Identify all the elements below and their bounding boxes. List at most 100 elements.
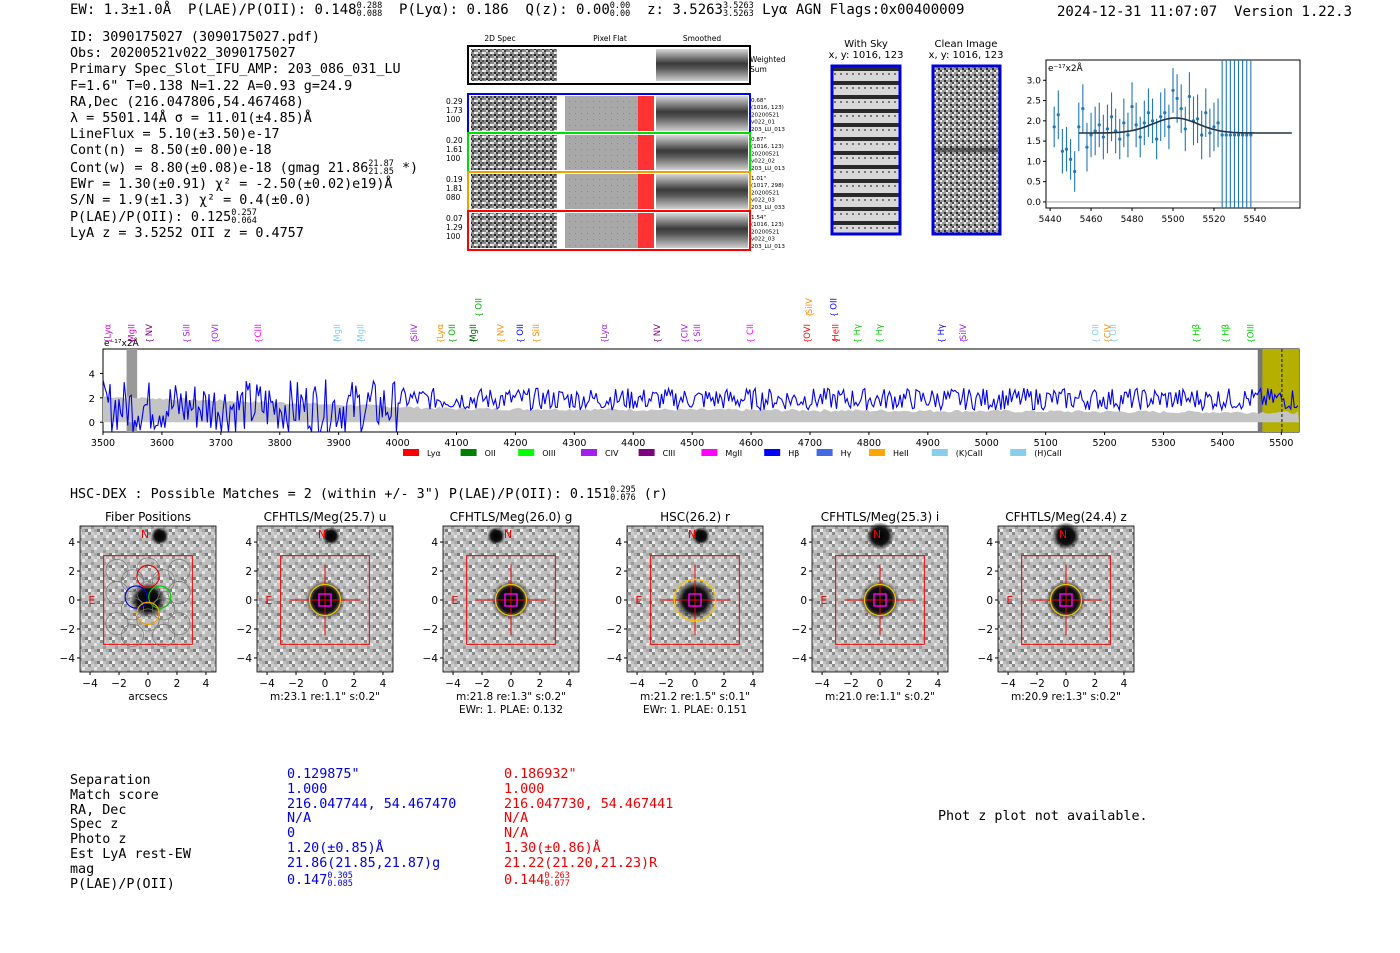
thumb-xtick-label: 0 (877, 678, 884, 690)
thumb-xtick-label: 0 (322, 678, 329, 690)
search-box (650, 555, 740, 645)
legend-swatch (816, 449, 833, 456)
label-mag: mag (70, 861, 95, 877)
thumb-ytick-label: 2 (431, 566, 438, 578)
weighted-sum-label: Weighted (750, 55, 786, 64)
col2-plae: 0.1440.263 0.077 (504, 870, 570, 889)
fiber-left-value: 1.73 (446, 106, 463, 115)
thumbnail-panel: Fiber Positions N E −4 −4 −2 −2 0 0 2 2 4 4 arcsecs (60, 510, 217, 703)
spectral-line-label: Hβ (1192, 324, 1202, 336)
target-marker (318, 593, 332, 607)
spectral-line-bracket: { (1092, 338, 1101, 343)
line-fit-point (1155, 137, 1159, 141)
thumb-xtick-label: 2 (1092, 678, 1099, 690)
spectrum-xtick-label: 4200 (503, 438, 527, 449)
line-fit-chart: e⁻¹⁷x2Å 0.0 0.5 1.0 1.5 2.0 2.5 3.0 5440 5460 54… (1027, 59, 1301, 225)
thumb-xtick-label: 2 (906, 678, 913, 690)
col2-separation: 0.186932" (504, 767, 577, 782)
fiber-right-value: (1016, 123) (751, 144, 784, 150)
line-fit-point (1200, 133, 1204, 137)
line-fit-point (1077, 125, 1081, 129)
thumb-xtick-label: −4 (445, 678, 461, 690)
spectral-line-label: Hγ (853, 324, 863, 335)
thumb-xtick-label: −4 (82, 678, 98, 690)
line-fit-point (1187, 94, 1191, 99)
spectral-line-bracket: { (1247, 338, 1256, 343)
thumbnail-caption-2: EWr: 1. PLAE: 0.132 (459, 704, 563, 716)
thumb-ytick-label: 2 (800, 566, 807, 578)
thumb-ytick-label: 4 (800, 537, 807, 549)
legend-label: HeII (893, 449, 909, 458)
thumb-xtick-label: 4 (1121, 678, 1128, 690)
thumbnail-caption: m:21.8 re:1.3" s:0.2" (456, 691, 566, 703)
spectral-line-label: SiII (693, 324, 703, 337)
thumb-ytick-label: 4 (431, 537, 438, 549)
spectral-line-bracket: { (254, 338, 263, 343)
info-params: F=1.6" T=0.138 N=1.22 A=0.93 g=24.9 (70, 78, 353, 94)
thumbnail-title: CFHTLS/Meg(24.4) z (1005, 510, 1127, 524)
header-plae: P(LAE)/P(OII): 0.148 (188, 2, 357, 18)
aperture-ellipse (1049, 583, 1083, 617)
line-fit-point (1183, 127, 1187, 131)
spectrum-xtick-label: 5200 (1092, 438, 1116, 449)
thumb-xtick-label: 2 (351, 678, 358, 690)
spectral-line-bracket: { (1109, 338, 1118, 343)
target-marker (504, 593, 518, 607)
spectral-line-bracket: { (937, 338, 946, 343)
thumb-ytick-label: 2 (615, 566, 622, 578)
with-sky-image (830, 64, 902, 236)
east-label: E (451, 594, 458, 607)
spectrum-xtick-label: 4800 (857, 438, 881, 449)
col2-photo-z: N/A (504, 826, 529, 842)
header-ew: EW: 1.3±1.0Å (70, 2, 172, 18)
spectral-line-bracket: { (600, 338, 609, 343)
thumb-ytick-label: −4 (792, 653, 808, 665)
line-fit-point (1093, 129, 1097, 133)
thumb-ytick-label: −2 (792, 624, 807, 636)
thumb-xtick-label: 0 (1063, 678, 1070, 690)
legend-swatch (701, 449, 718, 456)
thumbnail-panel: CFHTLS/Meg(24.4) zNE−4−4−2−2002244m:20.9… (978, 510, 1135, 703)
thumb-xtick-label: 4 (566, 678, 573, 690)
spectrum-ytick-label: 4 (89, 369, 95, 380)
spectral-line-bracket: { (333, 338, 342, 343)
fiber-left-value: 1.61 (446, 145, 463, 154)
label-radec: RA, Dec (70, 802, 127, 818)
spectrum-error-envelope (103, 396, 1299, 423)
fiber-circle (105, 558, 129, 582)
thumb-xtick-label: −4 (629, 678, 645, 690)
col1-separation: 0.129875" (287, 767, 360, 782)
spectral-line-bracket: { (127, 338, 136, 343)
fiber-left-value: 0.29 (446, 97, 463, 106)
thumbnail-caption: m:20.9 re:1.3" s:0.2" (1011, 691, 1121, 703)
spectrum-xtick-label: 4600 (739, 438, 763, 449)
thumb-ytick-label: 0 (800, 595, 807, 607)
thumb-ytick-label: 0 (245, 595, 252, 607)
pixel-flat-red-band (638, 96, 654, 131)
line-fit-point (1220, 133, 1224, 137)
fiber-circle (121, 597, 144, 621)
col2-spec-z: N/A (504, 811, 529, 827)
line-fit-xtick-label: 5540 (1243, 215, 1266, 225)
thumb-ytick-label: −2 (978, 624, 993, 636)
col2-mag: 21.22(21.20,21.23)R (504, 855, 658, 871)
thumb-xtick-label: 4 (380, 678, 387, 690)
spectral-line-label: Hγ (937, 324, 947, 335)
spectrum-xtick-label: 3700 (209, 438, 233, 449)
spectrum-xtick-label: 4400 (621, 438, 645, 449)
line-fit-point (1064, 147, 1069, 151)
legend-swatch (638, 449, 655, 456)
col1-match-score: 1.000 (287, 781, 328, 797)
spectral-line-label: OVI (211, 324, 221, 339)
thumb-xtick-label: 2 (174, 678, 181, 690)
line-fit-ytick-label: 0.5 (1027, 178, 1041, 188)
spectral-line-label: MgII (127, 324, 137, 342)
fiber-right-value: 203_LU_013 (751, 244, 785, 250)
spectrum-xtick-label: 3800 (268, 438, 292, 449)
line-fit-point (1159, 115, 1163, 119)
header-timestamp: 2024-12-31 11:07:07 Version 1.22.3 (1057, 4, 1352, 20)
fiber-left-value: 1.81 (446, 184, 463, 193)
line-fit-point (1130, 105, 1134, 109)
spectral-line-bracket: { (497, 338, 506, 343)
